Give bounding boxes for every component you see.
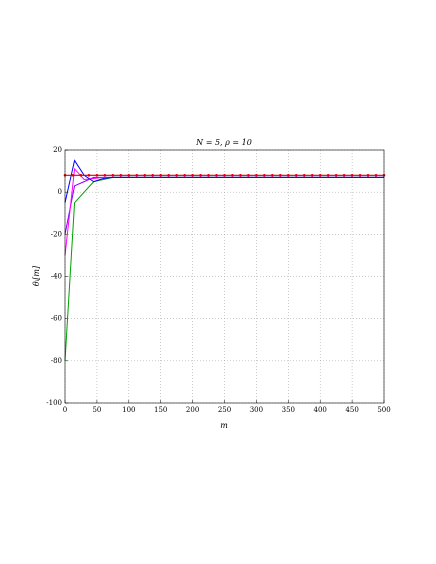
series-marker [119,174,123,177]
series-marker [87,174,91,177]
series-marker [342,174,346,177]
x-tick-label: 500 [377,406,390,414]
y-tick-label: 20 [53,146,62,154]
series-marker [215,174,218,177]
series-marker [271,174,274,177]
series-marker [183,174,186,177]
x-tick-label: 250 [218,406,231,414]
series-marker [223,174,226,177]
x-tick-label: 100 [122,406,135,414]
series-marker [294,174,298,177]
series-marker [247,174,250,177]
y-tick-label: -20 [51,230,62,238]
series-marker [358,174,362,177]
series-marker [151,174,155,177]
x-tick-label: 350 [282,406,295,414]
series-marker [279,174,282,177]
series-marker [318,174,322,177]
x-tick-label: 0 [63,406,67,414]
series-marker [239,174,242,177]
x-tick-label: 50 [92,406,101,414]
x-tick-label: 450 [345,406,358,414]
plot-frame [64,149,385,404]
series-marker [255,174,258,177]
series-marker [79,174,83,177]
series-marker [350,174,354,177]
series-marker [191,174,194,177]
series-marker [199,174,202,177]
y-tick-label: 0 [58,188,62,196]
series-marker [374,174,378,177]
series-marker [326,174,330,177]
y-axis-label: θᵢ[m] [32,265,41,286]
series-marker [366,174,370,177]
series-marker [111,174,115,177]
x-tick-label: 300 [250,406,263,414]
series-marker [334,174,338,177]
series-marker [231,174,234,177]
series-marker [159,174,162,177]
series-marker [127,174,131,177]
series-marker [103,174,107,177]
series-marker [302,174,306,177]
series-marker [167,174,170,177]
x-tick-label: 400 [314,406,327,414]
series-marker [175,174,178,177]
series-marker [95,174,99,177]
y-tick-label: -100 [46,399,62,407]
series-line [64,159,384,203]
y-tick-label: -60 [51,315,62,323]
y-tick-label: -80 [51,357,62,365]
series-marker [135,174,139,177]
x-tick-label: 200 [186,406,199,414]
series-marker [310,174,314,177]
x-axis-label: m [220,421,228,430]
y-tick-label: -40 [51,273,62,281]
series-marker [287,174,290,177]
series-marker [143,174,147,177]
series-marker [71,174,75,177]
series-marker [207,174,210,177]
x-tick-label: 150 [154,406,167,414]
chart-title: N = 5, ρ = 10 [195,138,252,147]
series-marker [263,174,266,177]
